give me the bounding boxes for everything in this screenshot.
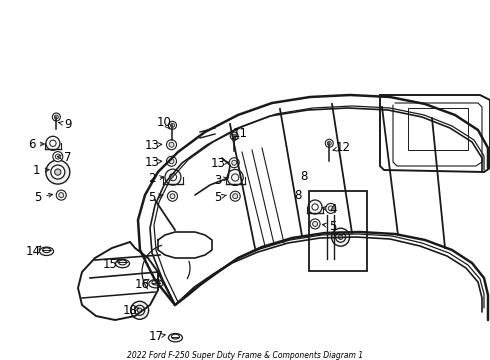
Text: 7: 7	[64, 151, 72, 164]
Circle shape	[332, 228, 349, 246]
Circle shape	[53, 152, 63, 162]
Text: 8: 8	[300, 170, 308, 183]
Circle shape	[308, 200, 322, 214]
Circle shape	[46, 160, 70, 184]
Text: 8: 8	[294, 189, 301, 202]
Circle shape	[326, 203, 336, 213]
Circle shape	[56, 190, 66, 200]
Circle shape	[46, 136, 60, 150]
Bar	[309, 191, 367, 271]
Text: 15: 15	[103, 258, 118, 271]
Text: 17: 17	[148, 330, 163, 343]
Circle shape	[167, 156, 176, 166]
Circle shape	[169, 142, 174, 147]
Text: 6: 6	[28, 138, 36, 150]
Circle shape	[165, 169, 181, 185]
Circle shape	[232, 134, 236, 138]
Text: 2022 Ford F-250 Super Duty Frame & Components Diagram 1: 2022 Ford F-250 Super Duty Frame & Compo…	[127, 351, 363, 360]
Text: 5: 5	[34, 191, 42, 204]
Text: 13: 13	[145, 156, 159, 168]
Circle shape	[51, 165, 65, 179]
Circle shape	[50, 140, 56, 147]
Circle shape	[59, 193, 64, 198]
Circle shape	[232, 174, 239, 181]
Text: 5: 5	[148, 191, 156, 204]
Circle shape	[170, 194, 175, 199]
Text: 18: 18	[122, 304, 137, 317]
Circle shape	[312, 204, 318, 210]
Circle shape	[167, 140, 176, 150]
Circle shape	[230, 191, 240, 201]
Text: 10: 10	[157, 116, 172, 129]
Text: 13: 13	[211, 157, 225, 170]
Circle shape	[310, 219, 320, 229]
Circle shape	[135, 305, 145, 315]
Circle shape	[227, 170, 243, 185]
Circle shape	[170, 174, 176, 181]
Circle shape	[137, 308, 142, 312]
Circle shape	[232, 160, 237, 165]
Circle shape	[328, 206, 333, 211]
Circle shape	[54, 115, 58, 119]
Text: 3: 3	[214, 174, 222, 186]
Circle shape	[230, 132, 238, 140]
Circle shape	[169, 121, 176, 129]
Text: 9: 9	[64, 118, 72, 131]
Text: 4: 4	[329, 203, 337, 216]
Circle shape	[131, 301, 148, 319]
Text: 12: 12	[336, 141, 350, 154]
Circle shape	[233, 194, 238, 199]
Bar	[408, 108, 468, 150]
Circle shape	[339, 235, 343, 239]
Circle shape	[327, 141, 331, 145]
Circle shape	[55, 154, 60, 159]
Circle shape	[229, 158, 239, 168]
Text: 16: 16	[135, 278, 149, 291]
Text: 13: 13	[145, 139, 159, 152]
Circle shape	[171, 123, 174, 127]
Text: 14: 14	[26, 246, 41, 258]
Circle shape	[52, 113, 60, 121]
Circle shape	[168, 191, 177, 201]
Text: 2: 2	[148, 172, 156, 185]
Text: 5: 5	[214, 191, 222, 204]
Circle shape	[313, 221, 318, 226]
Circle shape	[336, 232, 345, 242]
Circle shape	[55, 169, 61, 175]
Text: 11: 11	[233, 127, 247, 140]
Circle shape	[169, 159, 174, 164]
Text: 1: 1	[33, 165, 41, 177]
Text: 5: 5	[329, 220, 337, 233]
Circle shape	[325, 139, 333, 147]
